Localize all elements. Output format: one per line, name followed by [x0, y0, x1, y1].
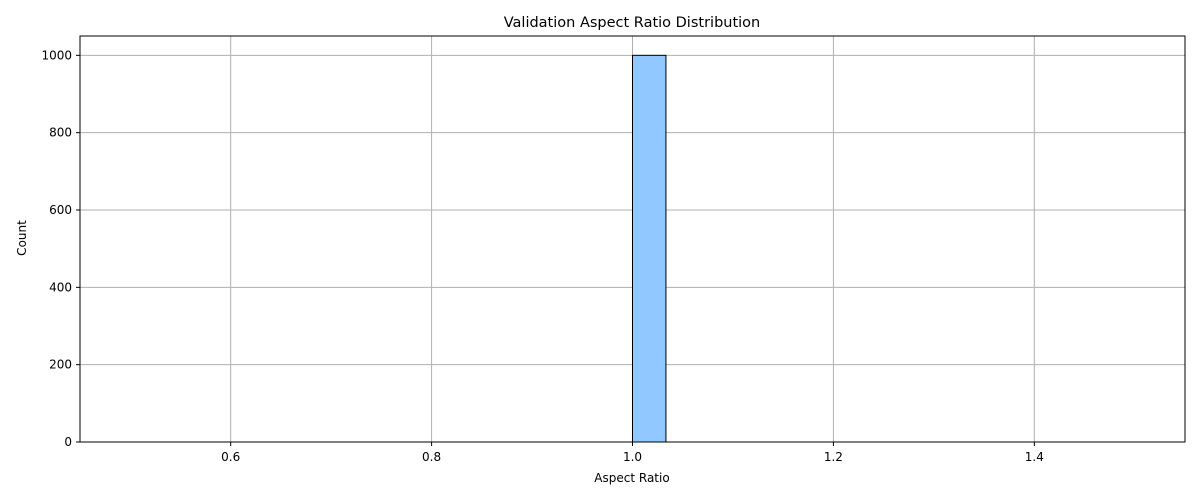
x-tick-label: 0.6 — [221, 450, 240, 464]
x-tick-label: 1.0 — [623, 450, 642, 464]
ticks-layer: 0.6 0.8 1.0 1.2 1.4 0 200 400 600 800 1000 — [41, 48, 1043, 464]
x-axis-label: Aspect Ratio — [594, 471, 669, 485]
x-tick-label: 1.4 — [1025, 450, 1044, 464]
y-tick-label: 200 — [49, 358, 72, 372]
chart-title: Validation Aspect Ratio Distribution — [504, 15, 761, 31]
x-tick-label: 1.2 — [824, 450, 843, 464]
y-axis-label: Count — [15, 220, 29, 256]
histogram-bar — [632, 54, 667, 443]
x-tick-label: 0.8 — [422, 450, 441, 464]
y-tick-label: 600 — [49, 203, 72, 217]
bars-layer — [130, 54, 1135, 443]
y-tick-label: 0 — [64, 435, 72, 449]
y-tick-label: 800 — [49, 126, 72, 140]
y-tick-label: 1000 — [41, 48, 72, 62]
y-tick-label: 400 — [49, 280, 72, 294]
